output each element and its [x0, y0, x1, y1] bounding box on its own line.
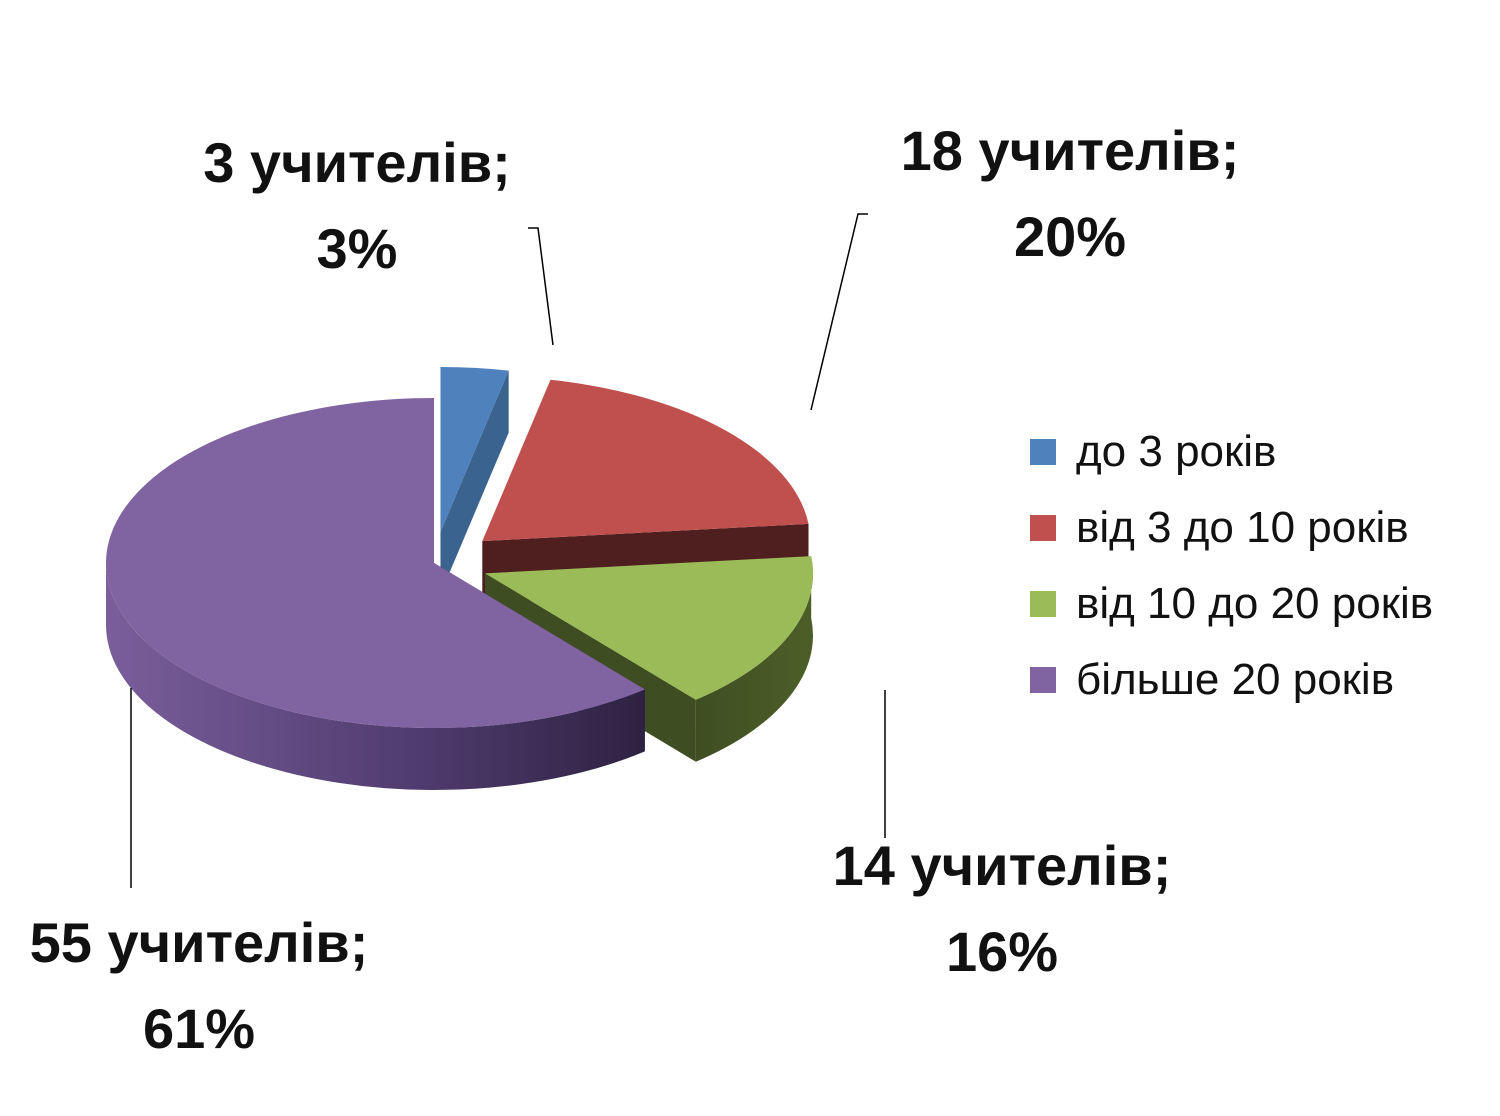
legend-swatch: [1030, 439, 1056, 465]
slice-side-wall: [440, 370, 509, 594]
pie-slice-top: [440, 366, 509, 532]
legend-label: більше 20 років: [1076, 655, 1395, 704]
leader-lines: [130, 213, 886, 888]
legend-swatch: [1030, 667, 1056, 693]
pie-slices: [105, 366, 814, 790]
slice-outer-wall: [105, 563, 645, 790]
legend-swatch: [1030, 515, 1056, 541]
data-label-percent: 16%: [946, 920, 1058, 983]
data-label-count: 18 учителів;: [901, 119, 1240, 182]
data-label-percent: 20%: [1014, 205, 1126, 268]
legend-label: від 3 до 10 років: [1076, 503, 1409, 552]
pie-slice-top: [105, 397, 645, 728]
data-label-count: 55 учителів;: [30, 911, 369, 974]
legend-item: більше 20 років: [1030, 642, 1433, 718]
pie-slice-top: [484, 556, 814, 700]
legend-label: від 10 до 20 років: [1076, 579, 1434, 628]
leader-line: [528, 227, 554, 346]
data-label-percent: 61%: [143, 997, 255, 1060]
legend-label: до 3 років: [1076, 427, 1277, 476]
leader-line: [810, 213, 868, 411]
legend-item: від 3 до 10 років: [1030, 490, 1433, 566]
legend-item: до 3 років: [1030, 414, 1433, 490]
data-label-count: 14 учителів;: [833, 834, 1172, 897]
legend-swatch: [1030, 591, 1056, 617]
legend: до 3 років від 3 до 10 років від 10 до 2…: [1030, 414, 1433, 718]
legend-item: від 10 до 20 років: [1030, 566, 1433, 642]
pie-slice-top: [482, 379, 809, 542]
data-label-count: 3 учителів;: [203, 131, 511, 194]
slice-outer-wall: [695, 556, 814, 762]
data-label-percent: 3%: [317, 217, 398, 280]
data-labels: 3 учителів; 3% 18 учителів; 20% 14 учителів;…: [30, 119, 1240, 1060]
